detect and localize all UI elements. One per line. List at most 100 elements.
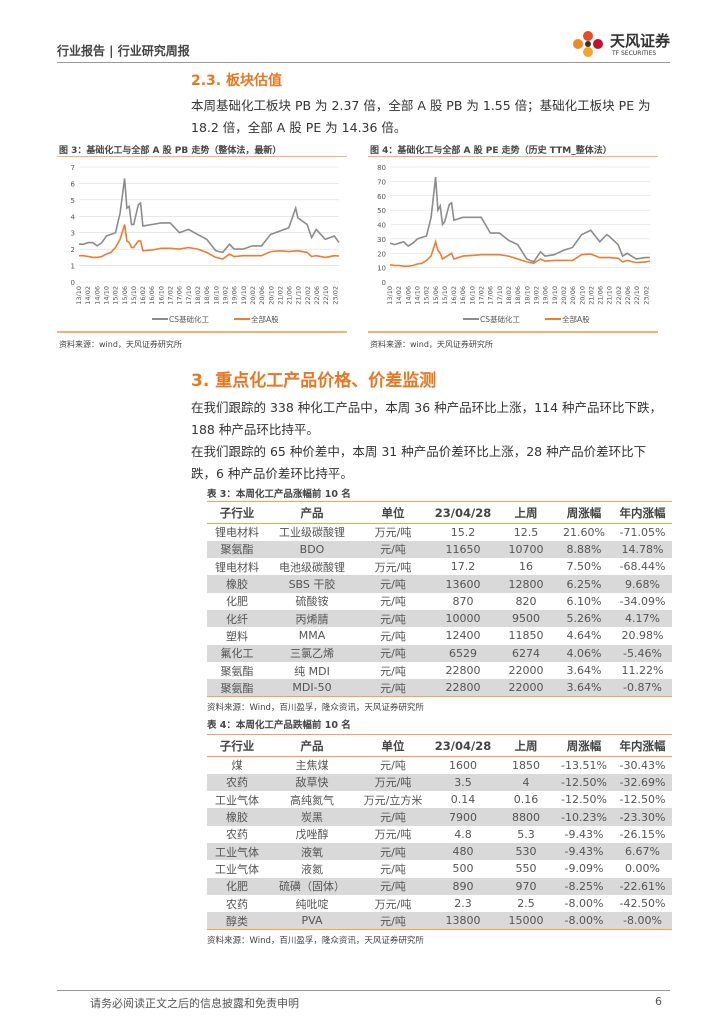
- table-cell: 14.78%: [613, 540, 672, 559]
- table-cell: 7900: [429, 808, 497, 826]
- table-cell: 元/吨: [357, 842, 429, 861]
- x-tick-label: 15/06: [121, 286, 129, 305]
- x-tick-label: 20/10: [267, 286, 275, 305]
- series-line-cs-chemical: [79, 178, 340, 254]
- table-row: 化纤 丙烯腈 元/吨 10000 9500 5.26% 4.17%: [207, 609, 672, 628]
- table-cell: 氟化工: [207, 644, 267, 662]
- column-header: 年内涨幅: [613, 734, 672, 757]
- table-cell: 11650: [429, 540, 497, 559]
- x-tick-label: 19/06: [542, 286, 550, 305]
- table-cell: 1600: [449, 758, 477, 772]
- x-tick-label: 15/10: [441, 286, 449, 305]
- table-cell: 元/吨: [380, 595, 406, 609]
- table-cell: 煤: [231, 759, 243, 773]
- section-title-3: 3. 重点化工产品价格、价差监测: [191, 371, 437, 391]
- series-line-a-share: [389, 238, 651, 267]
- table-row: 橡胶 炭黑 元/吨 7900 8800 -10.23% -23.30%: [207, 808, 672, 826]
- table-cell: 970: [497, 877, 555, 895]
- table-cell: 22000: [508, 664, 544, 678]
- table-cell: 农药: [226, 897, 248, 911]
- table-cell: 液氧: [267, 842, 357, 861]
- table-cell: 元/吨: [357, 575, 429, 593]
- table-cell: 4.06%: [555, 644, 613, 662]
- y-tick-label: 5: [71, 197, 75, 205]
- table-row: 工业气体 液氧 元/吨 480 530 -9.43% 6.67%: [207, 842, 672, 861]
- table-cell: 17.2: [450, 560, 476, 574]
- table-row: 锂电材料 工业级碳酸锂 万元/吨 15.2 12.5 21.60% -71.05%: [207, 524, 672, 541]
- x-tick-label: 23/02: [642, 286, 650, 305]
- table-cell: -23.30%: [613, 808, 672, 826]
- table-cell: 10700: [497, 540, 555, 559]
- table-cell: 15000: [497, 912, 555, 930]
- x-tick-label: 19/02: [221, 286, 229, 305]
- table-row: 农药 纯吡啶 万元/吨 2.3 2.5 -8.00% -42.50%: [207, 895, 672, 912]
- table-cell: 11850: [508, 629, 544, 643]
- legend-label: 全部A股: [251, 314, 279, 324]
- x-tick-label: 14/02: [395, 286, 403, 305]
- table-cell: 元/吨: [357, 877, 429, 895]
- x-tick-label: 20/06: [569, 286, 577, 305]
- series-line-cs-chemical: [389, 177, 650, 263]
- x-tick-label: 22/10: [322, 286, 330, 305]
- table-cell: -32.69%: [613, 773, 672, 792]
- x-tick-label: 13/10: [386, 286, 394, 305]
- x-tick-label: 18/06: [514, 286, 522, 305]
- table-row: 农药 戊唑醇 万元/吨 4.8 5.3 -9.43% -26.15%: [207, 826, 672, 843]
- top-losers-table: 子行业 产品 单位 23/04/28 上周 周涨幅 年内涨幅煤主焦煤 元/吨 1600 1850-…: [207, 734, 672, 930]
- table-cell: 液氮: [301, 862, 323, 876]
- table-cell: -30.43%: [619, 758, 666, 772]
- table-cell: 11.22%: [621, 664, 664, 678]
- column-header: 单位: [357, 501, 429, 524]
- chart-title: 图 4：基础化工与全部 A 股 PE 走势（历史 TTM_整体法）: [368, 143, 658, 157]
- table-cell: -71.05%: [619, 525, 666, 539]
- table-cell: 5.26%: [555, 609, 613, 628]
- series-line-a-share: [79, 224, 340, 260]
- pb-chart: 图 3：基础化工与全部 A 股 PB 走势（整体法，最新） 0 1 2 3 4 5 6 7 13…: [57, 143, 347, 353]
- x-tick-label: 15/02: [112, 286, 120, 305]
- x-tick-label: 15/02: [423, 286, 431, 305]
- x-tick-label: 14/10: [413, 286, 421, 305]
- table-cell: -8.00%: [564, 897, 604, 911]
- table-cell: 元/吨: [357, 912, 429, 930]
- table-cell: -34.09%: [619, 594, 666, 608]
- table-cell: BDO: [267, 540, 357, 559]
- table-cell: 6.25%: [555, 575, 613, 593]
- section-title-2-3: 2.3. 板块估值: [191, 73, 282, 89]
- x-tick-label: 22/02: [615, 286, 623, 305]
- x-tick-label: 17/02: [167, 286, 175, 305]
- table-cell: 元/吨: [357, 679, 429, 697]
- table-cell: -5.46%: [613, 644, 672, 662]
- x-tick-label: 19/10: [240, 286, 248, 305]
- table-cell: 8.88%: [555, 540, 613, 559]
- x-tick-label: 21/02: [276, 286, 284, 305]
- table-cell: 870: [452, 594, 474, 608]
- y-tick-label: 7: [71, 164, 75, 172]
- column-header: 子行业: [207, 501, 267, 524]
- table4-block: 表 4：本周化工产品跌幅前 10 名 子行业 产品 单位 23/04/28 上周 周涨幅年…: [207, 717, 672, 946]
- legend-label: CS基础化工: [169, 314, 209, 324]
- table-cell: 纯 MDI: [294, 664, 330, 678]
- x-tick-label: 16/02: [450, 286, 458, 305]
- disclaimer-link[interactable]: 请务必阅读正文之后的信息披露和免责申明: [90, 997, 299, 1010]
- table-cell: MMA: [298, 629, 326, 643]
- x-tick-label: 21/10: [295, 286, 303, 305]
- table-cell: 锂电材料: [215, 526, 259, 540]
- table-cell: 橡胶: [207, 808, 267, 826]
- table-cell: 4.64%: [566, 629, 602, 643]
- table-cell: 塑料: [226, 629, 248, 643]
- x-tick-label: 18/02: [505, 286, 513, 305]
- table-cell: 聚氨酯: [207, 679, 267, 697]
- table-cell: 橡胶: [207, 575, 267, 593]
- table-cell: 3.5: [429, 773, 497, 792]
- table-cell: 12400: [445, 629, 481, 643]
- report-header: 行业报告 | 行业研究周报: [57, 44, 190, 58]
- x-tick-label: 22/10: [633, 286, 641, 305]
- x-tick-label: 19/10: [551, 286, 559, 305]
- table-cell: 万元/吨: [374, 526, 412, 540]
- table-cell: 500: [452, 862, 474, 876]
- y-tick-label: 70: [377, 178, 386, 186]
- table-cell: 工业级碳酸锂: [279, 526, 345, 540]
- table-cell: 4: [497, 773, 555, 792]
- x-tick-label: 18/10: [523, 286, 531, 305]
- column-header: 周涨幅: [555, 501, 613, 524]
